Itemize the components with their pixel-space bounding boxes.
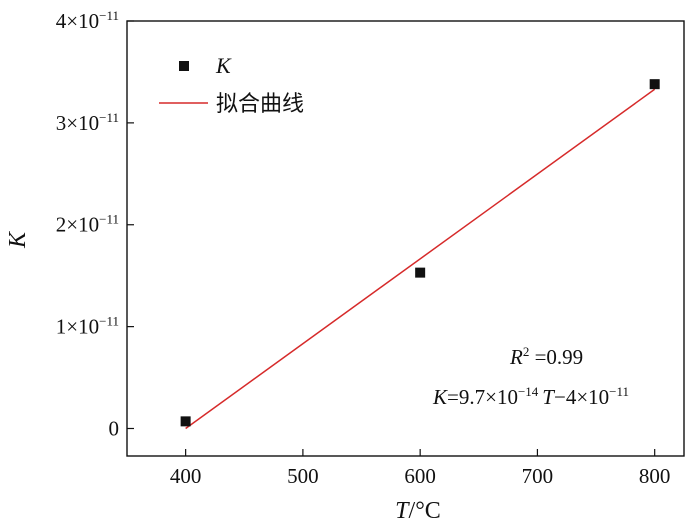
y-tick-label-4: 4×10−11 — [56, 8, 119, 33]
y-tick-label-0: 0 — [109, 416, 120, 440]
x-axis-label-unit: /°C — [409, 498, 441, 524]
fit-line-layer — [185, 88, 656, 430]
eq-k: K — [432, 385, 448, 409]
r2-exponent: 2 — [523, 344, 530, 359]
data-point-400 — [180, 416, 191, 427]
y-axis: 01×10−112×10−113×10−114×10−11 — [56, 8, 134, 440]
x-axis-label-italic: T — [395, 498, 410, 524]
fit-equation-annotation: K=9.7×10−14 T−4×10−11 — [432, 384, 629, 409]
y-tick-label-1: 1×10−11 — [56, 314, 119, 339]
y-tick-label-base-2: 2×10 — [56, 213, 99, 237]
data-point-800 — [649, 79, 660, 90]
x-tick-label-600: 600 — [404, 464, 436, 488]
legend-label-k: K — [215, 53, 232, 78]
eq-slope-exponent: −14 — [518, 384, 539, 399]
data-point-600 — [415, 267, 426, 278]
y-tick-label-exponent-3: −11 — [99, 110, 119, 125]
y-tick-label-base-1: 1×10 — [56, 315, 99, 339]
eq-slope: =9.7×10 — [447, 385, 518, 409]
legend-label-fit: 拟合曲线 — [216, 92, 304, 117]
y-tick-label-2: 2×10−11 — [56, 212, 119, 237]
eq-t: T — [542, 385, 555, 409]
x-tick-label-400: 400 — [170, 464, 202, 488]
y-tick-label-exponent-1: −11 — [99, 314, 119, 329]
x-tick-label-700: 700 — [522, 464, 554, 488]
y-tick-label-base-4: 4×10 — [56, 9, 99, 33]
plot-frame — [126, 20, 685, 457]
y-tick-label-exponent-2: −11 — [99, 212, 119, 227]
x-axis-label: T/°C — [395, 498, 441, 524]
r-squared-annotation: R2 =0.99 — [509, 344, 583, 369]
r2-symbol: R — [509, 345, 523, 369]
x-tick-label-500: 500 — [287, 464, 319, 488]
x-tick-label-800: 800 — [639, 464, 671, 488]
y-tick-label-base-3: 3×10 — [56, 111, 99, 135]
eq-intercept-exponent: −11 — [609, 384, 629, 399]
x-axis: 400 500 600 700 800 — [170, 449, 671, 488]
points-layer — [180, 79, 660, 427]
y-axis-label: K — [5, 230, 31, 249]
y-tick-label-exponent-4: −11 — [99, 8, 119, 23]
eq-intercept: −4×10 — [554, 385, 609, 409]
legend: K 拟合曲线 — [159, 53, 304, 117]
fit-line — [185, 88, 656, 430]
r2-value: =0.99 — [529, 345, 583, 369]
legend-marker-square — [179, 61, 189, 71]
y-tick-label-3: 3×10−11 — [56, 110, 119, 135]
y-tick-label-base-0: 0 — [109, 416, 120, 440]
